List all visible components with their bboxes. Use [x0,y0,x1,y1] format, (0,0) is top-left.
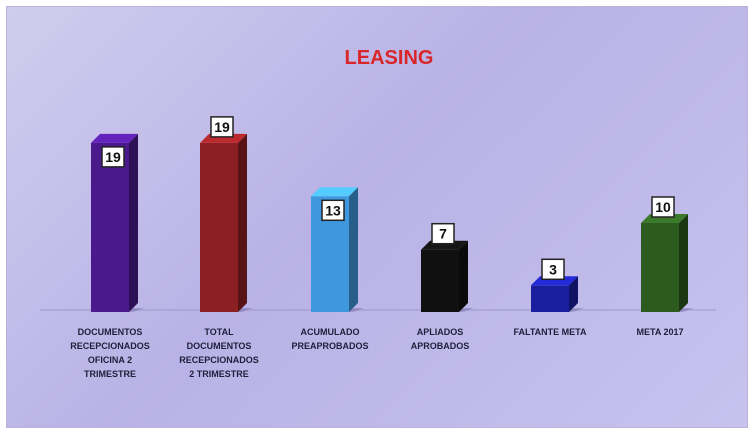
bar-side [238,133,247,312]
bar-side [569,276,578,312]
chart-title: LEASING [345,47,434,69]
category-label-2: TOTAL DOCUMENTOS RECEPCIONADOS 2 TRIMESTRE [179,327,259,379]
data-label-value: 19 [214,119,230,135]
data-labels-layer: 19 19 13 7 3 10 [101,116,675,281]
bar-2 [200,133,253,312]
data-label-2: 19 [210,116,234,138]
bars-layer [91,133,694,312]
category-labels-layer: DOCUMENTOS RECEPCIONADOS OFICINA 2 TRIMESTR… [70,327,683,379]
bar-side [129,133,138,312]
bar-5 [531,276,584,312]
category-label-5: FALTANTE META [514,327,587,337]
category-label-4: APLIADOS APROBADOS [411,327,470,351]
data-label-box [101,146,125,168]
data-label-box [651,196,675,218]
category-label-line: OFICINA 2 [88,355,132,365]
data-label-value: 19 [105,149,121,165]
category-label-line: RECEPCIONADOS [70,341,150,351]
bar-front [91,142,129,312]
data-label-value: 3 [549,261,557,277]
data-label-3: 13 [321,199,345,222]
data-label-value: 10 [655,199,671,215]
bar-top [91,133,138,143]
bar-side [679,214,688,312]
data-label-4: 7 [431,222,455,245]
data-label-box [541,258,565,281]
category-label-line: TOTAL [204,327,234,337]
category-label-line: RECEPCIONADOS [179,355,259,365]
category-label-3: ACUMULADO PREAPROBADOS [291,327,368,351]
bar-front [531,285,569,312]
category-label-line: FALTANTE META [514,327,587,337]
category-label-1: DOCUMENTOS RECEPCIONADOS OFICINA 2 TRIMESTR… [70,327,150,379]
category-label-line: APLIADOS [417,327,464,337]
bar-front [421,249,459,312]
data-label-box [431,222,455,245]
bar-top [311,187,358,197]
bar-4 [421,240,474,312]
category-label-line: PREAPROBADOS [291,341,368,351]
data-label-6: 10 [651,196,675,218]
bar-side [459,240,468,312]
bar-6 [641,214,694,312]
category-label-6: META 2017 [636,327,683,337]
category-label-line: DOCUMENTOS [187,341,252,351]
category-label-line: DOCUMENTOS [78,327,143,337]
bar-front [200,142,238,312]
data-label-box [210,116,234,138]
category-label-line: ACUMULADO [301,327,360,337]
category-label-line: TRIMESTRE [84,369,136,379]
bar-side [349,187,358,312]
bar-front [641,223,679,312]
category-label-line: APROBADOS [411,341,470,351]
data-label-5: 3 [541,258,565,281]
category-label-line: 2 TRIMESTRE [189,369,249,379]
data-label-value: 7 [439,226,447,242]
bar-1 [91,133,144,312]
data-label-value: 13 [325,202,341,218]
category-label-line: META 2017 [636,327,683,337]
data-label-1: 19 [101,146,125,168]
data-label-box [321,199,345,222]
